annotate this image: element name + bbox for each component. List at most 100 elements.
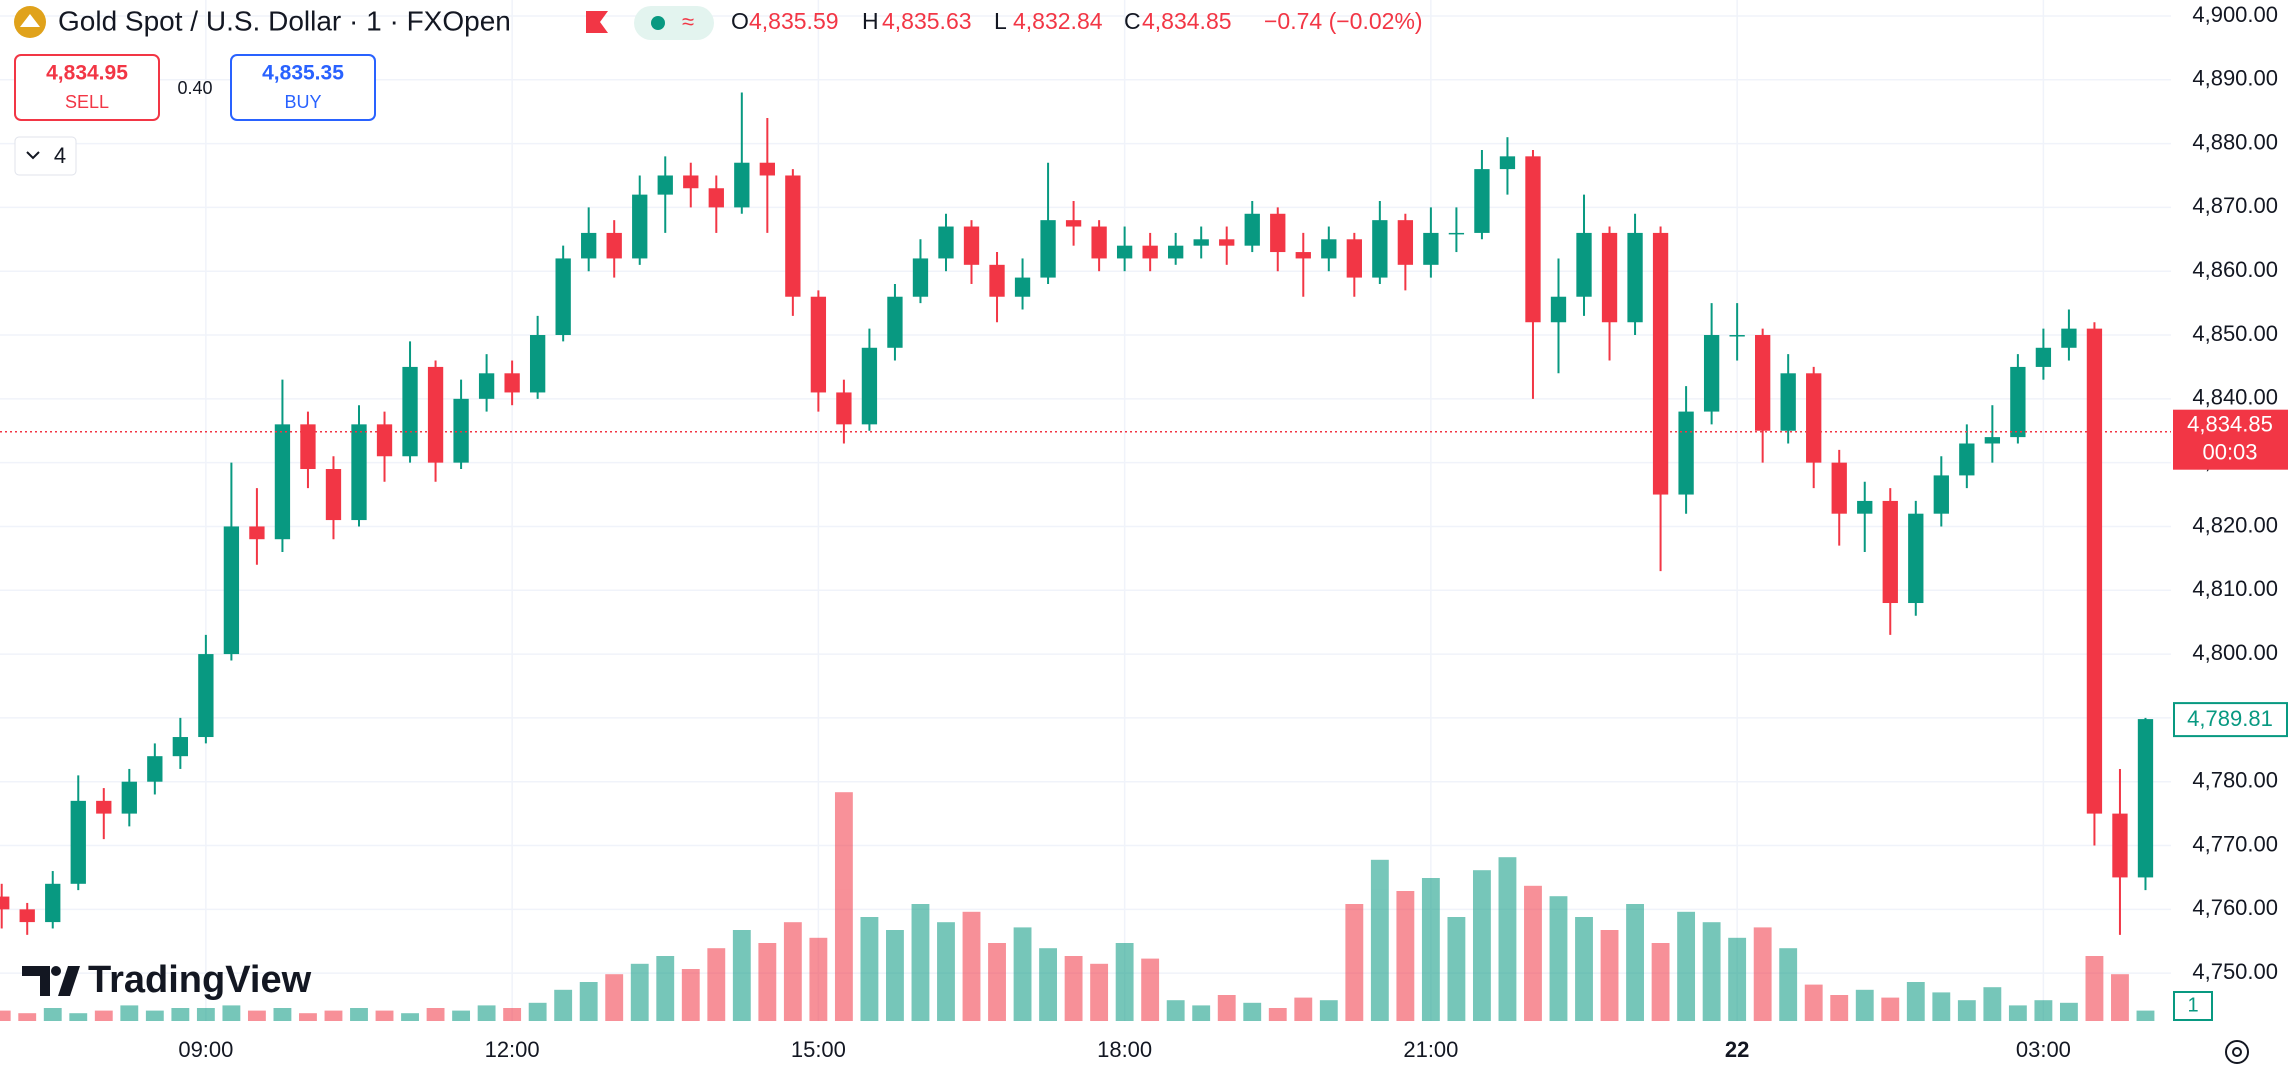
flag-icon[interactable] bbox=[586, 11, 608, 33]
x-tick-label: 15:00 bbox=[791, 1037, 846, 1062]
candle-body bbox=[887, 296, 903, 348]
candle-body bbox=[2137, 719, 2154, 878]
y-tick-label: 4,780.00 bbox=[2192, 768, 2278, 793]
volume-bar bbox=[1268, 1008, 1287, 1021]
volume-bar bbox=[783, 922, 802, 1021]
candle-body bbox=[1474, 169, 1490, 233]
volume-bar bbox=[171, 1008, 190, 1021]
close-marker-label: 4,789.81 bbox=[2187, 706, 2273, 731]
status-dot bbox=[651, 16, 665, 30]
volume-bar bbox=[1039, 948, 1058, 1021]
y-tick-label: 4,900.00 bbox=[2192, 2, 2278, 27]
candle-body bbox=[1219, 239, 1235, 246]
volume-bar bbox=[426, 1008, 445, 1021]
y-tick-label: 4,890.00 bbox=[2192, 66, 2278, 91]
candle-body bbox=[1295, 252, 1311, 259]
candle-body bbox=[121, 781, 137, 814]
volume-bar bbox=[273, 1008, 292, 1021]
candle-body bbox=[1014, 277, 1031, 297]
candle-body bbox=[1346, 239, 1362, 278]
volume-bar bbox=[2085, 956, 2104, 1021]
candle-body bbox=[1806, 373, 1822, 463]
countdown: 00:03 bbox=[2202, 440, 2257, 465]
candle-body bbox=[172, 737, 189, 757]
candles bbox=[0, 92, 2154, 935]
volume-bar bbox=[1192, 1005, 1211, 1021]
sell-button[interactable] bbox=[14, 54, 160, 121]
volume-label: 1 bbox=[2187, 994, 2198, 1016]
buy-price: 4,835.35 bbox=[262, 62, 344, 85]
volume-pane bbox=[0, 792, 2155, 1021]
ohlc-value: 4,832.84 bbox=[1013, 8, 1103, 34]
candle-body bbox=[274, 424, 291, 540]
volume-bar bbox=[937, 922, 955, 1021]
candle-body bbox=[2010, 366, 2026, 438]
candle-body bbox=[1908, 513, 1924, 604]
volume-bar bbox=[1396, 891, 1415, 1021]
ohlc-value: 4,834.85 bbox=[1142, 8, 1232, 34]
buy-label: BUY bbox=[284, 92, 321, 112]
volume-bar bbox=[1294, 997, 1313, 1021]
spread: 0.40 bbox=[177, 78, 212, 98]
candle-body bbox=[427, 366, 444, 463]
candle-body bbox=[198, 654, 214, 738]
buy-button[interactable] bbox=[230, 54, 376, 121]
indicator-toggle[interactable] bbox=[14, 136, 77, 176]
settings-icon[interactable] bbox=[2225, 1040, 2249, 1064]
volume-bar bbox=[1753, 927, 1772, 1021]
status-pill[interactable] bbox=[634, 6, 714, 40]
candle-body bbox=[657, 175, 673, 195]
volume-bar bbox=[477, 1005, 496, 1021]
y-tick-label: 4,770.00 bbox=[2192, 831, 2278, 856]
last-price-label: 4,834.85 bbox=[2187, 412, 2273, 437]
volume-bar bbox=[1447, 917, 1466, 1021]
x-tick-label: 03:00 bbox=[2016, 1037, 2071, 1062]
candle-body bbox=[1729, 335, 1745, 337]
chevron-icon bbox=[26, 151, 40, 160]
candle-body bbox=[529, 335, 546, 393]
volume-bar bbox=[1855, 989, 1874, 1021]
volume-bar bbox=[579, 982, 598, 1021]
candle-body bbox=[96, 800, 112, 814]
candle-body bbox=[734, 162, 750, 208]
y-tick-label: 4,870.00 bbox=[2192, 193, 2278, 218]
y-tick-label: 4,800.00 bbox=[2192, 640, 2278, 665]
volume-bar bbox=[1549, 896, 1568, 1021]
volume-bar bbox=[732, 930, 751, 1021]
volume-bar bbox=[1013, 927, 1032, 1021]
candle-body bbox=[402, 366, 418, 457]
y-tick-label: 4,760.00 bbox=[2192, 895, 2278, 920]
volume-bar bbox=[1651, 943, 1670, 1021]
volume-bar bbox=[860, 917, 879, 1021]
x-tick-label: 18:00 bbox=[1097, 1037, 1152, 1062]
volume-bar bbox=[0, 1010, 11, 1021]
candle-body bbox=[632, 194, 648, 259]
volume-bar bbox=[1217, 995, 1236, 1021]
volume-bar bbox=[1064, 956, 1083, 1021]
candle-body bbox=[1703, 335, 1720, 412]
volume-bar bbox=[605, 974, 624, 1021]
candle-body bbox=[45, 883, 61, 923]
candle-body bbox=[325, 469, 342, 521]
volume-bar bbox=[834, 792, 853, 1021]
volume-bar bbox=[1243, 1002, 1262, 1021]
volume-bar bbox=[554, 989, 573, 1021]
y-tick-label: 4,810.00 bbox=[2192, 576, 2278, 601]
candle-body bbox=[1065, 220, 1082, 227]
volume-bar bbox=[69, 1013, 88, 1021]
candle-body bbox=[1423, 232, 1439, 265]
volume-bar bbox=[656, 956, 675, 1021]
grid bbox=[0, 0, 2171, 1021]
volume-bar bbox=[324, 1010, 343, 1021]
volume-label-box bbox=[2173, 991, 2213, 1021]
close-marker-box bbox=[2173, 702, 2288, 738]
candle-body bbox=[1040, 220, 1056, 278]
change: −0.74 (−0.02%) bbox=[1264, 8, 1423, 34]
symbol-title[interactable]: Gold Spot / U.S. Dollar · 1 · FXOpen bbox=[58, 5, 511, 36]
candle-body bbox=[249, 526, 265, 540]
sell-label: SELL bbox=[65, 92, 109, 112]
candle-body bbox=[223, 526, 240, 655]
volume-bar bbox=[707, 948, 726, 1021]
candle-body bbox=[581, 232, 597, 259]
